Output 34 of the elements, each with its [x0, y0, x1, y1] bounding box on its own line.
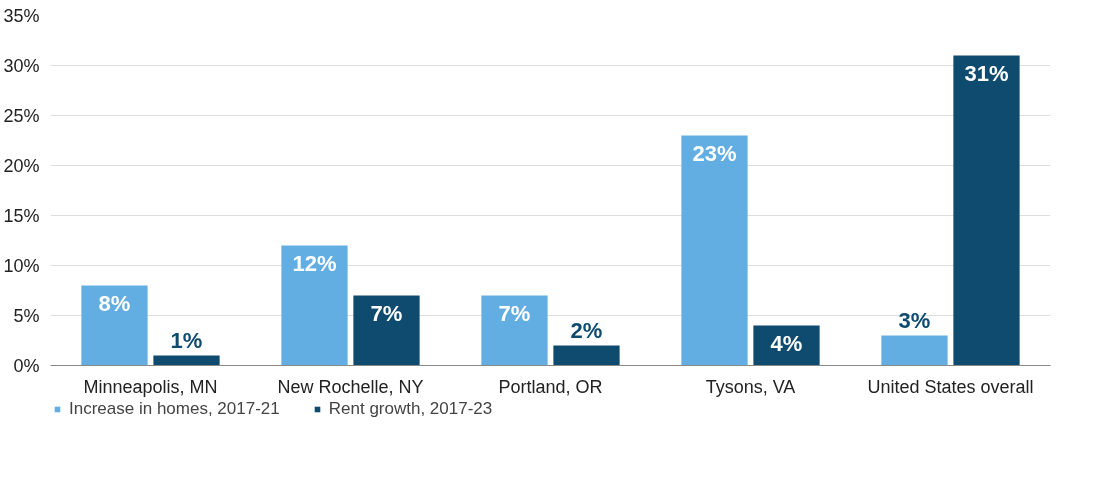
legend-label: Rent growth, 2017-23 [328, 399, 493, 419]
data-label: 4% [770, 330, 803, 356]
bar [481, 295, 548, 366]
data-label: 23% [692, 140, 737, 166]
bar [81, 285, 148, 366]
data-label: 2% [570, 317, 603, 343]
x-tick-label: Minneapolis, MN [83, 376, 218, 397]
bar [681, 135, 748, 366]
bar [281, 245, 348, 366]
y-tick-label: 5% [13, 305, 40, 326]
data-label: 7% [370, 300, 403, 326]
data-label: 8% [98, 290, 131, 316]
bar [153, 355, 220, 366]
y-tick-label: 20% [3, 155, 40, 176]
y-tick-label: 0% [13, 355, 40, 376]
y-tick-label: 15% [3, 205, 40, 226]
data-label: 1% [170, 327, 203, 353]
y-tick-label: 25% [3, 105, 40, 126]
x-tick-label: Tysons, VA [705, 376, 796, 397]
legend-label: Increase in homes, 2017-21 [69, 399, 280, 419]
data-label: 7% [498, 300, 531, 326]
data-label: 3% [898, 307, 931, 333]
y-tick-label: 10% [3, 255, 40, 276]
x-tick-label: New Rochelle, NY [277, 376, 424, 397]
y-tick-label: 30% [3, 55, 40, 76]
bar [553, 345, 620, 366]
data-label: 31% [964, 60, 1009, 86]
x-tick-label: Portland, OR [498, 376, 603, 397]
y-tick-label: 35% [3, 5, 40, 26]
bar [953, 55, 1020, 366]
bar [881, 335, 948, 366]
x-tick-label: United States overall [867, 376, 1034, 397]
bar [353, 295, 420, 366]
data-label: 12% [292, 250, 337, 276]
